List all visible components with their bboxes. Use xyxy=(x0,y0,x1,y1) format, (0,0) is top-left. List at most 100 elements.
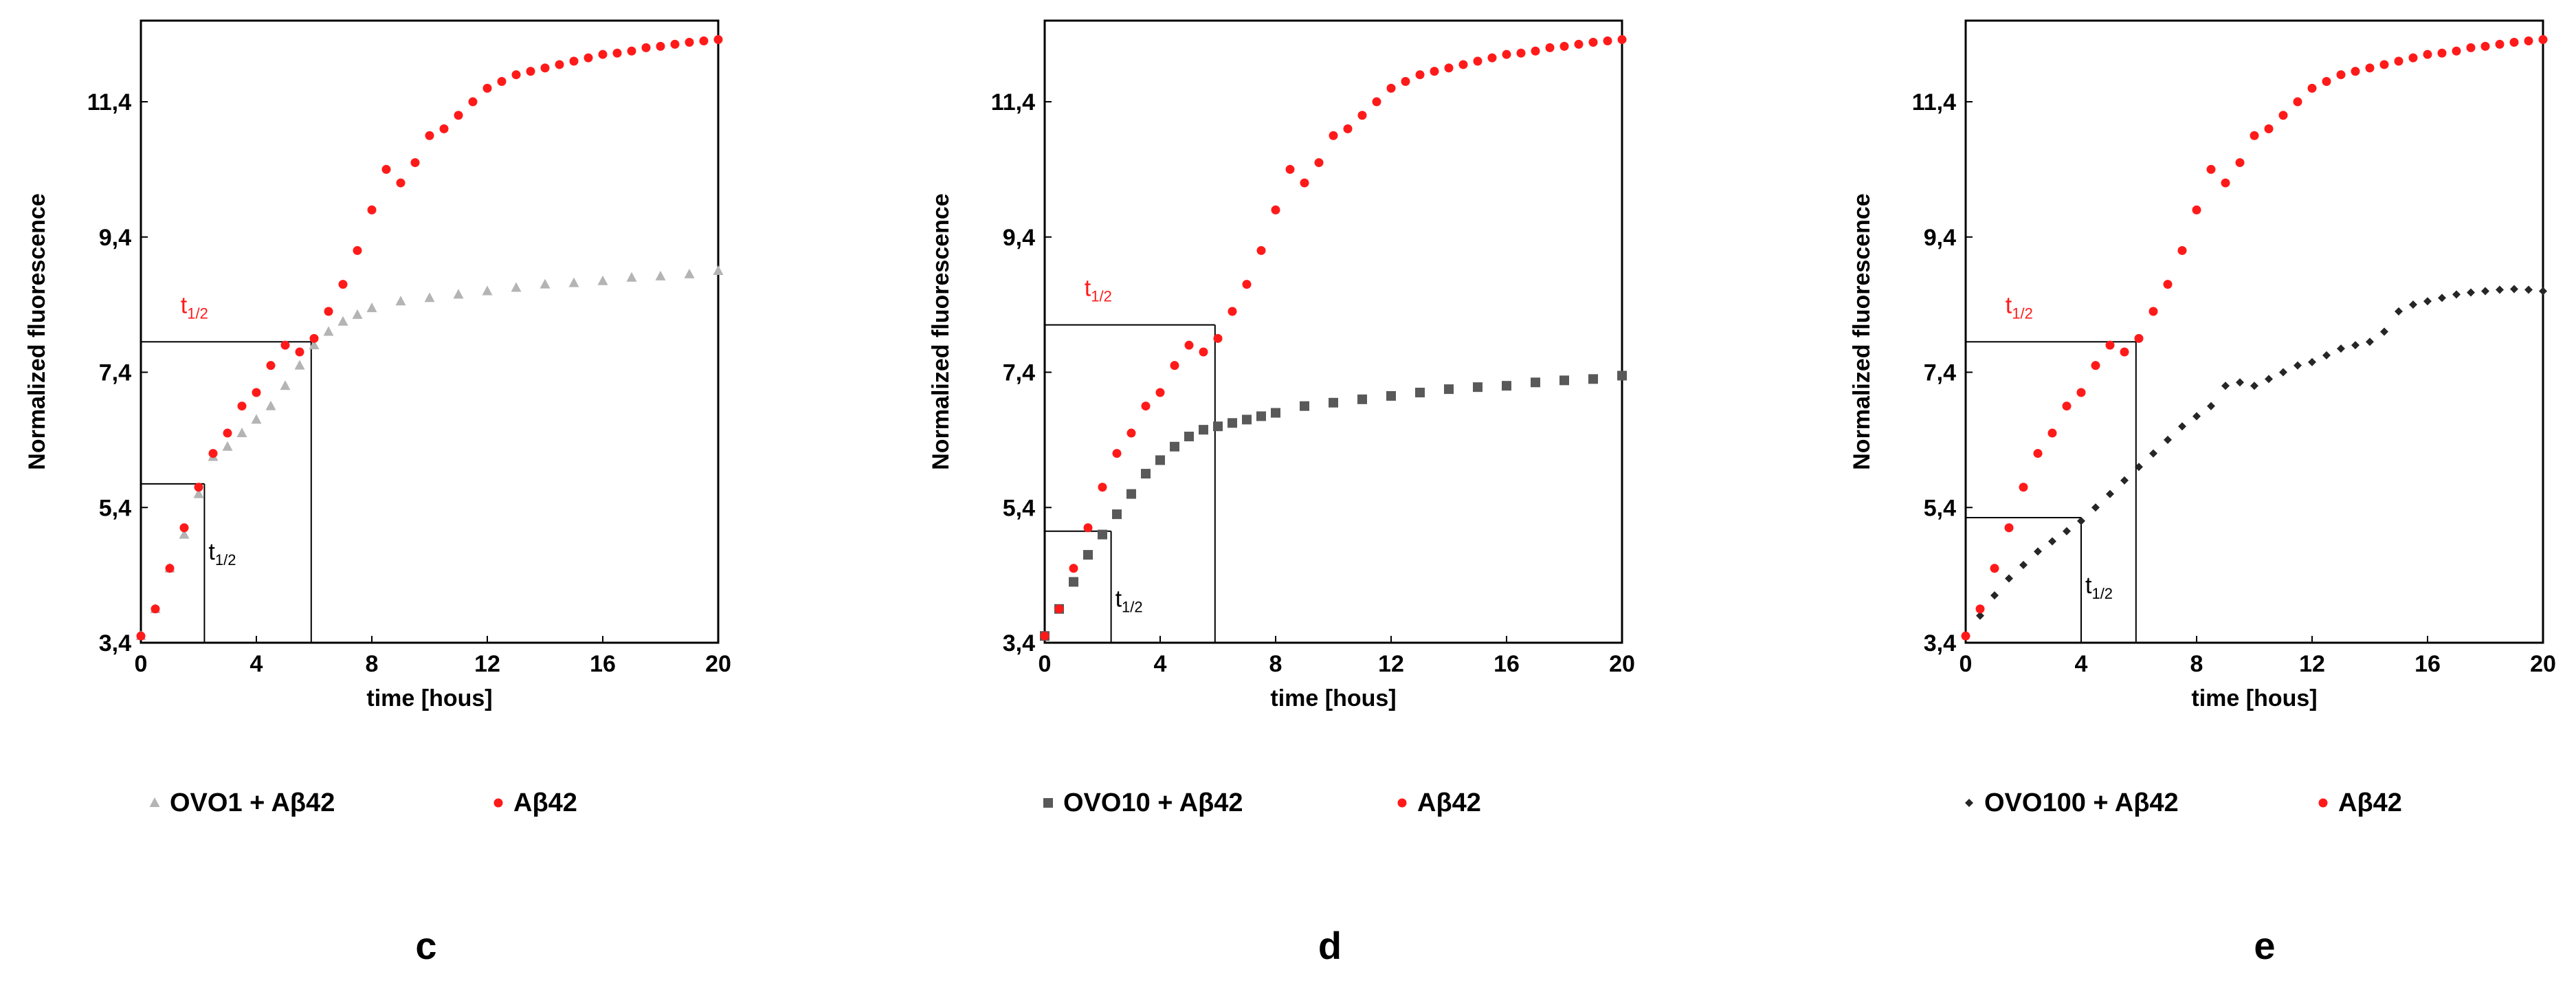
x-tick-label: 4 xyxy=(2075,651,2088,677)
data-point xyxy=(1054,604,1064,614)
data-point xyxy=(2148,307,2158,316)
data-point xyxy=(2091,361,2100,371)
data-point xyxy=(294,360,305,370)
data-point xyxy=(2192,412,2201,421)
data-point xyxy=(2294,361,2302,370)
data-point xyxy=(381,164,391,174)
x-tick-label: 20 xyxy=(2530,651,2556,677)
data-point xyxy=(2366,338,2374,346)
data-point xyxy=(2539,287,2547,296)
panel-label: e xyxy=(2254,924,2275,967)
x-tick-label: 8 xyxy=(2190,651,2203,677)
data-point xyxy=(1213,333,1223,343)
data-point xyxy=(1531,377,1540,388)
series-abeta42 xyxy=(1040,35,1627,641)
data-point xyxy=(2379,60,2389,69)
data-point xyxy=(1155,388,1165,397)
x-tick-label: 8 xyxy=(1269,651,1283,677)
y-tick-label: 11,4 xyxy=(87,89,131,115)
data-point xyxy=(2019,560,2028,569)
data-point xyxy=(482,285,493,296)
y-axis-title: Normalized fluorescence xyxy=(24,193,50,470)
data-point xyxy=(151,604,160,614)
data-point xyxy=(2452,46,2461,56)
plot-frame xyxy=(1964,19,2544,644)
data-point xyxy=(2437,48,2447,58)
data-point xyxy=(1242,415,1252,425)
data-point xyxy=(2120,476,2129,485)
legend-marker xyxy=(493,798,503,808)
data-point xyxy=(2538,35,2548,45)
data-point xyxy=(1069,564,1078,573)
data-point xyxy=(280,380,291,390)
data-point xyxy=(1617,35,1627,45)
data-point xyxy=(1574,39,1584,49)
data-point xyxy=(2524,36,2533,46)
data-point xyxy=(2351,341,2360,350)
x-tick-label: 16 xyxy=(1494,651,1520,677)
series-ovo xyxy=(1962,285,2547,641)
legend-label: OVO100 + Aβ42 xyxy=(1984,788,2179,817)
data-point xyxy=(2278,111,2288,120)
data-point xyxy=(2004,523,2014,533)
y-tick-label: 3,4 xyxy=(99,630,131,656)
x-tick-label: 16 xyxy=(2414,651,2441,677)
data-point xyxy=(1040,631,1050,641)
data-point xyxy=(1213,421,1223,432)
data-point xyxy=(1444,384,1454,395)
legend-marker xyxy=(1965,799,1973,807)
data-point xyxy=(1961,631,1970,641)
data-point xyxy=(1357,394,1367,404)
data-point xyxy=(165,564,175,573)
data-point xyxy=(222,441,233,451)
data-point xyxy=(655,270,666,280)
y-tick-label: 9,4 xyxy=(1003,225,1035,251)
x-tick-label: 8 xyxy=(366,651,379,677)
data-point xyxy=(208,449,218,459)
data-point xyxy=(179,523,189,533)
data-point xyxy=(2005,574,2013,583)
data-point xyxy=(425,131,434,140)
data-point xyxy=(612,48,622,58)
data-point xyxy=(468,97,478,107)
data-point xyxy=(1228,418,1237,428)
data-point xyxy=(1069,577,1078,587)
data-point xyxy=(2221,178,2230,188)
data-point xyxy=(1083,550,1093,560)
data-point xyxy=(396,178,406,188)
data-point xyxy=(670,39,680,49)
data-point xyxy=(497,77,507,87)
y-tick-label: 7,4 xyxy=(1003,360,1035,386)
data-point xyxy=(1401,77,1410,87)
data-point xyxy=(338,280,348,289)
data-point xyxy=(684,268,695,278)
data-point xyxy=(2496,285,2504,294)
data-point xyxy=(2322,77,2331,87)
x-tick-label: 0 xyxy=(135,651,148,677)
data-point xyxy=(2019,483,2028,492)
data-point xyxy=(337,316,348,326)
data-point xyxy=(1588,37,1598,47)
data-point xyxy=(540,278,551,289)
data-point xyxy=(1473,56,1483,66)
y-tick-label: 11,4 xyxy=(991,89,1035,115)
t-half-label: t1/2 xyxy=(1115,586,1143,616)
data-point xyxy=(540,63,550,73)
data-point xyxy=(2135,463,2143,472)
data-point xyxy=(1990,591,1999,600)
y-tick-label: 3,4 xyxy=(1003,630,1035,656)
chart-panel-e: 0 4 8 12 16 20 3,4 5,4 7,4 9,4 11,4 time [hous] Norm… xyxy=(1849,19,2556,967)
legend: OVO1 + Aβ42 Aβ42 xyxy=(149,788,577,817)
data-point xyxy=(1141,469,1151,479)
data-point xyxy=(569,56,579,66)
data-point xyxy=(2250,131,2259,140)
data-point xyxy=(2307,83,2317,93)
data-point xyxy=(2524,285,2533,294)
legend-marker xyxy=(149,797,160,807)
data-point xyxy=(194,483,203,492)
data-point xyxy=(2048,537,2056,546)
data-point xyxy=(236,428,247,438)
data-point xyxy=(251,414,262,424)
data-point xyxy=(2264,124,2274,133)
panel-label: c xyxy=(415,924,436,967)
